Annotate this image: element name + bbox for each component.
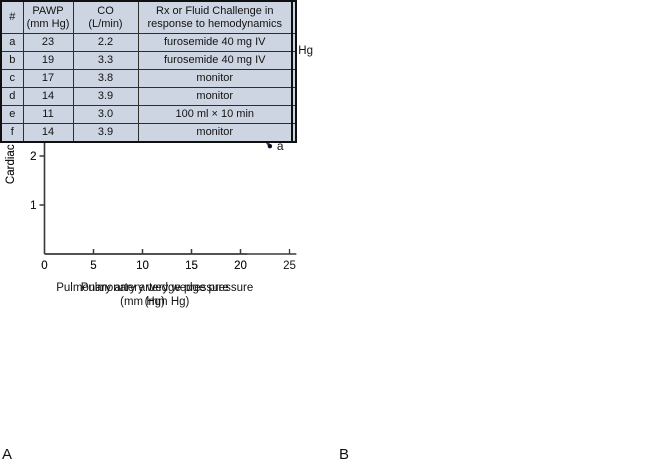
table-cell: 2.2 bbox=[72, 33, 139, 52]
x-axis-label-line1: Pulmonary artery wedge pressure bbox=[56, 282, 229, 294]
x-tick-label: 5 bbox=[90, 260, 96, 272]
table-cell: 3.8 bbox=[72, 69, 139, 88]
column-header: # bbox=[0, 0, 24, 34]
header-row: # PAWP (mm Hg) CO (L/min) Rx or Fluid Challen… bbox=[0, 0, 293, 34]
table-cell: monitor bbox=[137, 87, 293, 106]
x-tick-label: 10 bbox=[136, 260, 149, 272]
table-cell: c bbox=[0, 69, 24, 88]
table-cell: 3.3 bbox=[72, 51, 139, 70]
table-cell: 17 bbox=[22, 69, 74, 88]
table-b: # PAWP (mm Hg) CO (L/min) Rx or Fluid Challen… bbox=[0, 0, 293, 143]
x-tick-label: 20 bbox=[234, 260, 247, 272]
point-label: a bbox=[277, 139, 284, 153]
table-row: c 17 3.8 monitor bbox=[0, 69, 293, 88]
table-row: e 11 3.0 100 ml × 10 min bbox=[0, 105, 293, 124]
y-tick-label: 2 bbox=[30, 151, 36, 163]
column-header: CO(L/min) bbox=[72, 0, 139, 34]
x-tick-label: 15 bbox=[185, 260, 198, 272]
column-header: PAWP(mm Hg) bbox=[22, 0, 74, 34]
data-point bbox=[267, 144, 273, 149]
table-row: f 14 3.9 monitor bbox=[0, 123, 293, 143]
x-axis-label-line2: (mm Hg) bbox=[120, 296, 165, 308]
panel-label-b: B bbox=[339, 446, 350, 463]
column-header-line: CO bbox=[97, 5, 114, 17]
table-cell: 14 bbox=[22, 87, 74, 106]
table-row: b 19 3.3 furosemide 40 mg IV bbox=[0, 51, 293, 70]
table-cell: 3.0 bbox=[72, 105, 139, 124]
x-axis-label-line2: (mm Hg) bbox=[145, 296, 190, 308]
table-cell: a bbox=[0, 33, 24, 52]
table-cell: 19 bbox=[22, 51, 74, 70]
y-tick-label: 1 bbox=[30, 200, 36, 212]
x-tick-label: 15 bbox=[185, 260, 198, 272]
table-cell: d bbox=[0, 87, 24, 106]
table-cell: 100 ml × 10 min bbox=[137, 105, 293, 124]
x-tick-label: 0 bbox=[41, 260, 47, 272]
table-cell: e bbox=[0, 105, 24, 124]
table-cell: 23 bbox=[22, 33, 74, 52]
table-cell: monitor bbox=[137, 69, 293, 88]
y-tick-label: 1 bbox=[30, 200, 36, 212]
panel-label-a: A bbox=[2, 446, 13, 463]
x-tick-label: 0 bbox=[41, 260, 47, 272]
x-tick-label: 25 bbox=[283, 260, 296, 272]
table-cell: 3.9 bbox=[72, 123, 139, 143]
x-tick-label: 5 bbox=[90, 260, 96, 272]
table-cell: b bbox=[0, 51, 24, 70]
table-row: a 23 2.2 furosemide 40 mg IV bbox=[0, 33, 293, 52]
column-header-line: # bbox=[9, 11, 16, 24]
table-cell: f bbox=[0, 123, 24, 143]
table-cell: furosemide 40 mg IV bbox=[137, 51, 293, 70]
table-cell: 14 bbox=[22, 123, 74, 143]
table-cell: 3.9 bbox=[72, 87, 139, 106]
x-tick-label: 20 bbox=[234, 260, 247, 272]
table-cell: monitor bbox=[137, 123, 293, 143]
column-header-line: response to hemodynamics bbox=[147, 17, 282, 30]
column-header-line: PAWP bbox=[32, 5, 64, 17]
table-cell: furosemide 40 mg IV bbox=[137, 33, 293, 52]
column-header-line: Rx or Fluid Challenge in bbox=[156, 5, 274, 17]
x-tick-label: 10 bbox=[136, 260, 149, 272]
y-tick-label: 2 bbox=[30, 151, 36, 163]
column-header: Rx or Fluid Challenge in response to hemo… bbox=[137, 0, 293, 34]
column-header-line: (mm Hg) bbox=[26, 17, 70, 30]
table-cell: 11 bbox=[22, 105, 74, 124]
column-header-line: (L/min) bbox=[88, 17, 123, 30]
table-row: d 14 3.9 monitor bbox=[0, 87, 293, 106]
x-axis-label-line1: Pulmonary artery wedge pressure bbox=[81, 282, 254, 294]
